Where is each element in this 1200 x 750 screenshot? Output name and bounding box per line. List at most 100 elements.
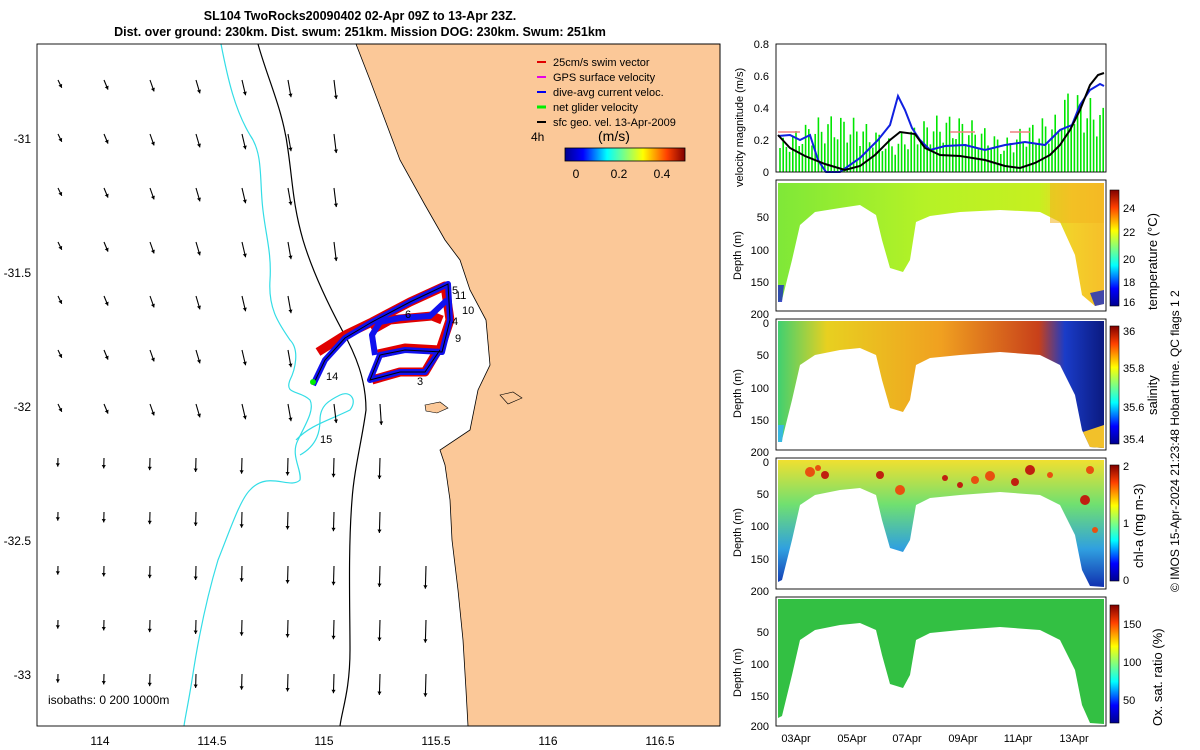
current-arrow-head	[285, 579, 290, 584]
map-y-tick: -31	[14, 132, 32, 146]
oxygen-cbar-tick: 50	[1123, 695, 1135, 707]
current-arrow-head	[377, 583, 382, 587]
time-tick: 07Apr	[892, 733, 922, 745]
current-arrow-head	[242, 415, 247, 420]
current-arrow-head	[58, 299, 63, 304]
current-arrow-head	[104, 247, 109, 252]
oxygen-cbar-label: Ox. sat. ratio (%)	[1150, 628, 1165, 726]
current-arrow-head	[242, 361, 247, 366]
chlorophyll-bloom-spots	[805, 465, 1098, 533]
salinity-colorbar	[1109, 325, 1120, 445]
current-arrow-head	[239, 686, 244, 690]
current-arrow-head	[101, 572, 106, 577]
temperature-frame	[775, 179, 1107, 312]
current-arrow-head	[377, 529, 382, 533]
current-arrow-head	[196, 89, 201, 94]
salinity-y-tick: 0	[763, 318, 769, 330]
current-arrow-head	[333, 419, 338, 424]
current-arrow-head	[239, 578, 244, 582]
chlorophyll-spot	[815, 465, 821, 471]
oxygen-frame	[775, 596, 1107, 727]
current-arrow-head	[55, 625, 60, 629]
current-arrow-head	[58, 353, 63, 358]
isobath-200	[257, 43, 367, 727]
salinity-cbar-tick: 36	[1123, 326, 1135, 338]
current-arrow-head	[285, 471, 290, 476]
current-arrow-head	[104, 193, 109, 198]
time-tick: 13Apr	[1059, 733, 1089, 745]
geostrophic-speed-line	[777, 72, 1105, 172]
current-arrow	[424, 565, 427, 589]
current-arrow-head	[147, 574, 152, 579]
current-arrow-head	[333, 203, 338, 208]
current-arrow-head	[239, 470, 244, 474]
current-arrow-head	[150, 87, 155, 92]
current-arrow-head	[104, 301, 109, 306]
current-arrow-head	[331, 689, 336, 694]
track-label-11: 11	[455, 290, 466, 302]
colorbar-tick: 0.2	[611, 167, 628, 181]
current-arrow-head	[193, 576, 198, 580]
current-arrow-head	[104, 409, 109, 414]
temperature-cbar-tick: 22	[1123, 227, 1135, 239]
current-arrow-head	[193, 684, 198, 688]
oxygen-y-tick: 150	[751, 691, 769, 703]
legend-item-gps: GPS surface velocity	[553, 72, 656, 84]
salinity-cbar-tick: 35.8	[1123, 363, 1144, 375]
oxygen-y-tick: 50	[757, 627, 769, 639]
current-arrow-head	[288, 201, 293, 206]
current-arrow-head	[288, 363, 293, 368]
current-arrow-head	[242, 199, 247, 204]
chlorophyll-y-tick: 0	[763, 457, 769, 469]
current-arrow-head	[285, 525, 290, 530]
current-arrow-head	[285, 687, 290, 692]
chlorophyll-spot	[1086, 466, 1094, 474]
time-tick: 11Apr	[1004, 733, 1033, 745]
current-arrow	[378, 673, 381, 695]
current-arrow-head	[58, 407, 63, 412]
current-arrow	[424, 619, 427, 643]
surface-current-arrows	[55, 79, 428, 697]
temperature-colorbar	[1109, 189, 1120, 307]
current-arrow-head	[58, 245, 63, 250]
map-y-tick: -32	[14, 400, 32, 414]
speed-colorbar	[564, 147, 686, 162]
chlorophyll-spot	[957, 482, 963, 488]
temperature-y-tick: 100	[751, 245, 769, 257]
garden-island	[499, 391, 523, 405]
velocity-y-tick: 0	[763, 167, 769, 179]
track-label-5: 5	[452, 285, 458, 297]
chlorophyll-cbar-tick: 2	[1123, 461, 1129, 473]
chlorophyll-spot	[1047, 472, 1053, 478]
current-arrow-head	[147, 466, 152, 471]
current-arrow-head	[288, 93, 293, 98]
salinity-field	[778, 321, 1104, 448]
figure-title-line2: Dist. over ground: 230km. Dist. swum: 25…	[114, 25, 606, 39]
chlorophyll-section: 0 50 100 150 200 Depth (m) 0 1 2 chl-a (…	[732, 457, 1146, 598]
oxygen-field	[778, 599, 1104, 724]
salinity-y-tick: 50	[757, 350, 769, 362]
legend-item-current: dive-avg current veloc.	[553, 87, 664, 99]
velocity-y-label: velocity magnitude (m/s)	[734, 68, 746, 187]
current-arrow-head	[101, 680, 106, 685]
salinity-section: 0 50 100 150 200 Depth (m) 35.4 35.6 35.…	[732, 318, 1160, 459]
current-arrow-head	[150, 357, 155, 362]
legend-item-geovel: sfc geo. vel. 13-Apr-2009	[553, 117, 676, 129]
current-arrow-head	[55, 463, 60, 467]
current-arrow-head	[377, 691, 382, 695]
current-arrow-head	[55, 517, 60, 521]
current-arrow	[378, 457, 381, 479]
isobaths-label: isobaths: 0 200 1000m	[48, 693, 169, 707]
current-arrow-head	[150, 303, 155, 308]
temperature-y-tick: 200	[751, 309, 769, 321]
oxygen-y-label: Depth (m)	[732, 648, 744, 697]
current-arrow-head	[242, 253, 247, 258]
chlorophyll-y-tick: 150	[751, 554, 769, 566]
salinity-cbar-label: salinity	[1145, 375, 1160, 415]
current-arrow	[378, 619, 381, 641]
salinity-frame	[775, 318, 1107, 451]
salinity-cbar-tick: 35.6	[1123, 402, 1144, 414]
current-arrow-head	[379, 421, 384, 425]
imos-credit-label: © IMOS 15-Apr-2024 21:23:48 Hobart time.…	[1168, 290, 1182, 592]
